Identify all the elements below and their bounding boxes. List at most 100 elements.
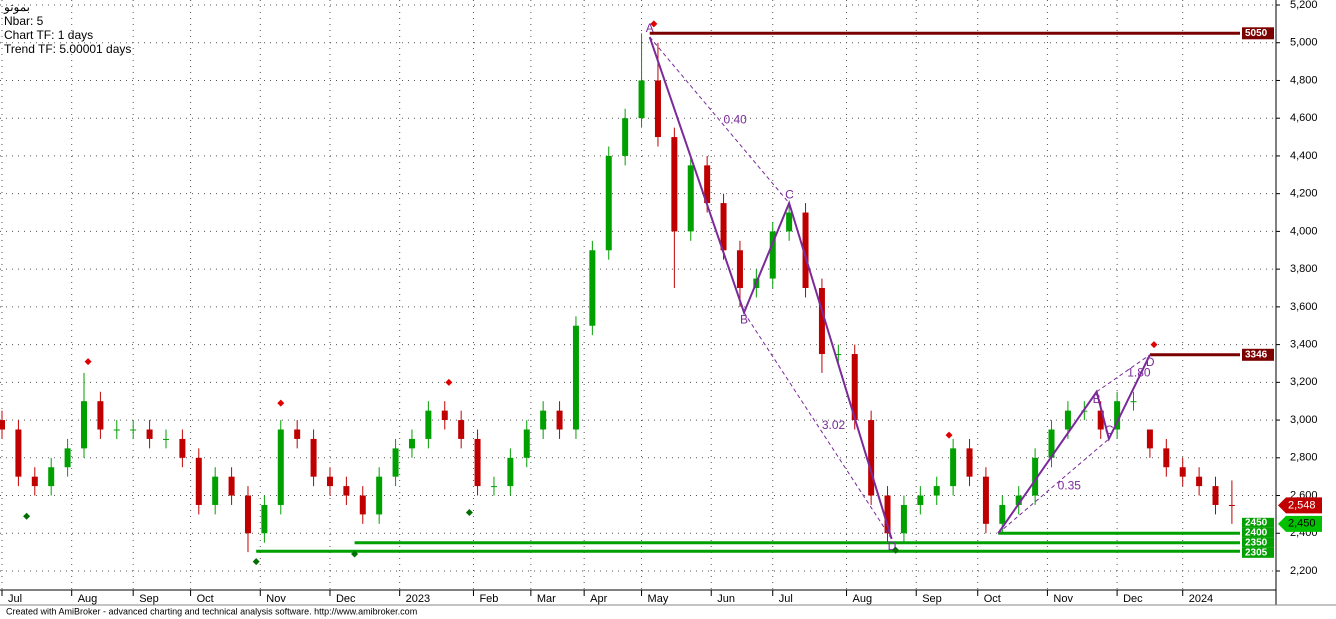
candle-body <box>802 212 809 288</box>
candle-body <box>605 155 612 251</box>
x-tick-label: Mar <box>537 593 556 605</box>
candle-body <box>326 476 333 487</box>
x-tick-label: Apr <box>590 593 607 605</box>
y-tick-label: 3,600 <box>1290 301 1318 313</box>
pattern-point: B <box>1093 392 1101 406</box>
candle-body <box>671 137 678 232</box>
candle-body <box>1146 429 1153 449</box>
candle-body <box>507 457 514 487</box>
y-tick-label: 3,400 <box>1290 339 1318 351</box>
candle-body <box>113 429 120 431</box>
candle-body <box>1212 486 1219 505</box>
candle-body <box>474 438 481 487</box>
pattern-dash <box>1096 354 1151 393</box>
candle-body <box>441 410 448 421</box>
candle-body <box>622 118 629 156</box>
pattern-ratio: 0.40 <box>723 112 747 126</box>
candle-body <box>179 438 186 458</box>
candle-body <box>31 476 38 487</box>
candle-body <box>900 504 907 534</box>
pattern-dash <box>997 438 1110 534</box>
pattern-dash <box>649 36 790 204</box>
candle-body <box>359 495 366 515</box>
candle-body <box>1228 504 1235 506</box>
y-tick-label: 5,000 <box>1290 37 1318 49</box>
y-tick-label: 5,200 <box>1290 0 1318 11</box>
candle-body <box>818 288 825 355</box>
swing-marker <box>445 378 453 386</box>
candle-body <box>1196 476 1203 487</box>
info: Chart TF: 1 days <box>4 28 93 42</box>
candle-body <box>720 203 727 251</box>
price-marker <box>1278 497 1322 514</box>
candle-body <box>556 410 563 430</box>
swing-marker <box>84 358 92 366</box>
level-box <box>1242 517 1274 528</box>
pattern-dash <box>743 312 893 540</box>
candle-body <box>884 495 891 534</box>
swing-marker <box>465 509 473 517</box>
pattern-ratio: 1.80 <box>1127 365 1151 379</box>
swing-marker <box>650 20 658 28</box>
candle-body <box>999 504 1006 524</box>
level-box <box>1242 348 1274 361</box>
x-tick-label: Jul <box>779 593 793 605</box>
y-tick-label: 2,800 <box>1290 452 1318 464</box>
y-tick-label: 4,800 <box>1290 74 1318 86</box>
swing-marker <box>277 399 285 407</box>
candle-body <box>572 325 579 430</box>
level-box <box>1242 547 1274 558</box>
pattern-point: A <box>646 21 654 35</box>
pattern-line <box>648 36 893 540</box>
level-box <box>1242 527 1274 538</box>
x-tick-label: Feb <box>479 593 498 605</box>
level-box <box>1242 537 1274 548</box>
candle-body <box>376 476 383 515</box>
footer: Created with AmiBroker - advanced charti… <box>6 606 417 616</box>
x-tick-label: May <box>648 593 669 605</box>
y-tick-label: 3,800 <box>1290 263 1318 275</box>
level-box <box>1242 27 1274 40</box>
price-label: 2,548 <box>1288 499 1316 511</box>
x-tick-label: Oct <box>197 593 214 605</box>
ticker: بموتو <box>3 0 30 14</box>
pattern-ratio: 0.35 <box>1058 478 1082 492</box>
swing-marker <box>351 550 359 558</box>
candle-body <box>97 401 104 430</box>
pattern-point: D <box>888 539 897 553</box>
candle-body <box>1064 410 1071 430</box>
candle-body <box>868 420 875 496</box>
pattern-point: B <box>740 313 748 327</box>
level-label: 2400 <box>1245 527 1268 538</box>
candle-body <box>343 486 350 496</box>
y-tick-label: 3,000 <box>1290 414 1318 426</box>
x-tick-label: Aug <box>78 593 98 605</box>
x-tick-label: Aug <box>853 593 873 605</box>
x-tick-label: Oct <box>984 593 1001 605</box>
level-label: 2450 <box>1245 517 1268 528</box>
y-tick-label: 4,400 <box>1290 150 1318 162</box>
candle-body <box>638 80 645 119</box>
candle-body <box>425 410 432 439</box>
candle-body <box>1097 410 1104 430</box>
level-label: 5050 <box>1245 28 1268 39</box>
x-tick-label: 2023 <box>406 593 430 605</box>
x-tick-label: 2024 <box>1189 593 1213 605</box>
candle-body <box>917 495 924 505</box>
candle-body <box>523 429 530 458</box>
candle-body <box>490 486 497 488</box>
info: Trend TF: 5.00001 days <box>4 42 131 56</box>
candle-body <box>1163 448 1170 468</box>
price-marker <box>1278 515 1322 532</box>
candle-body <box>277 429 284 505</box>
x-tick-label: Jul <box>8 593 22 605</box>
candle-body <box>769 231 776 279</box>
candle-body <box>408 438 415 449</box>
candle-body <box>80 401 87 449</box>
candle-body <box>704 165 711 204</box>
info: Nbar: 5 <box>4 14 44 28</box>
candle-body <box>851 354 858 421</box>
candle-body <box>966 448 973 477</box>
swing-marker <box>252 558 260 566</box>
